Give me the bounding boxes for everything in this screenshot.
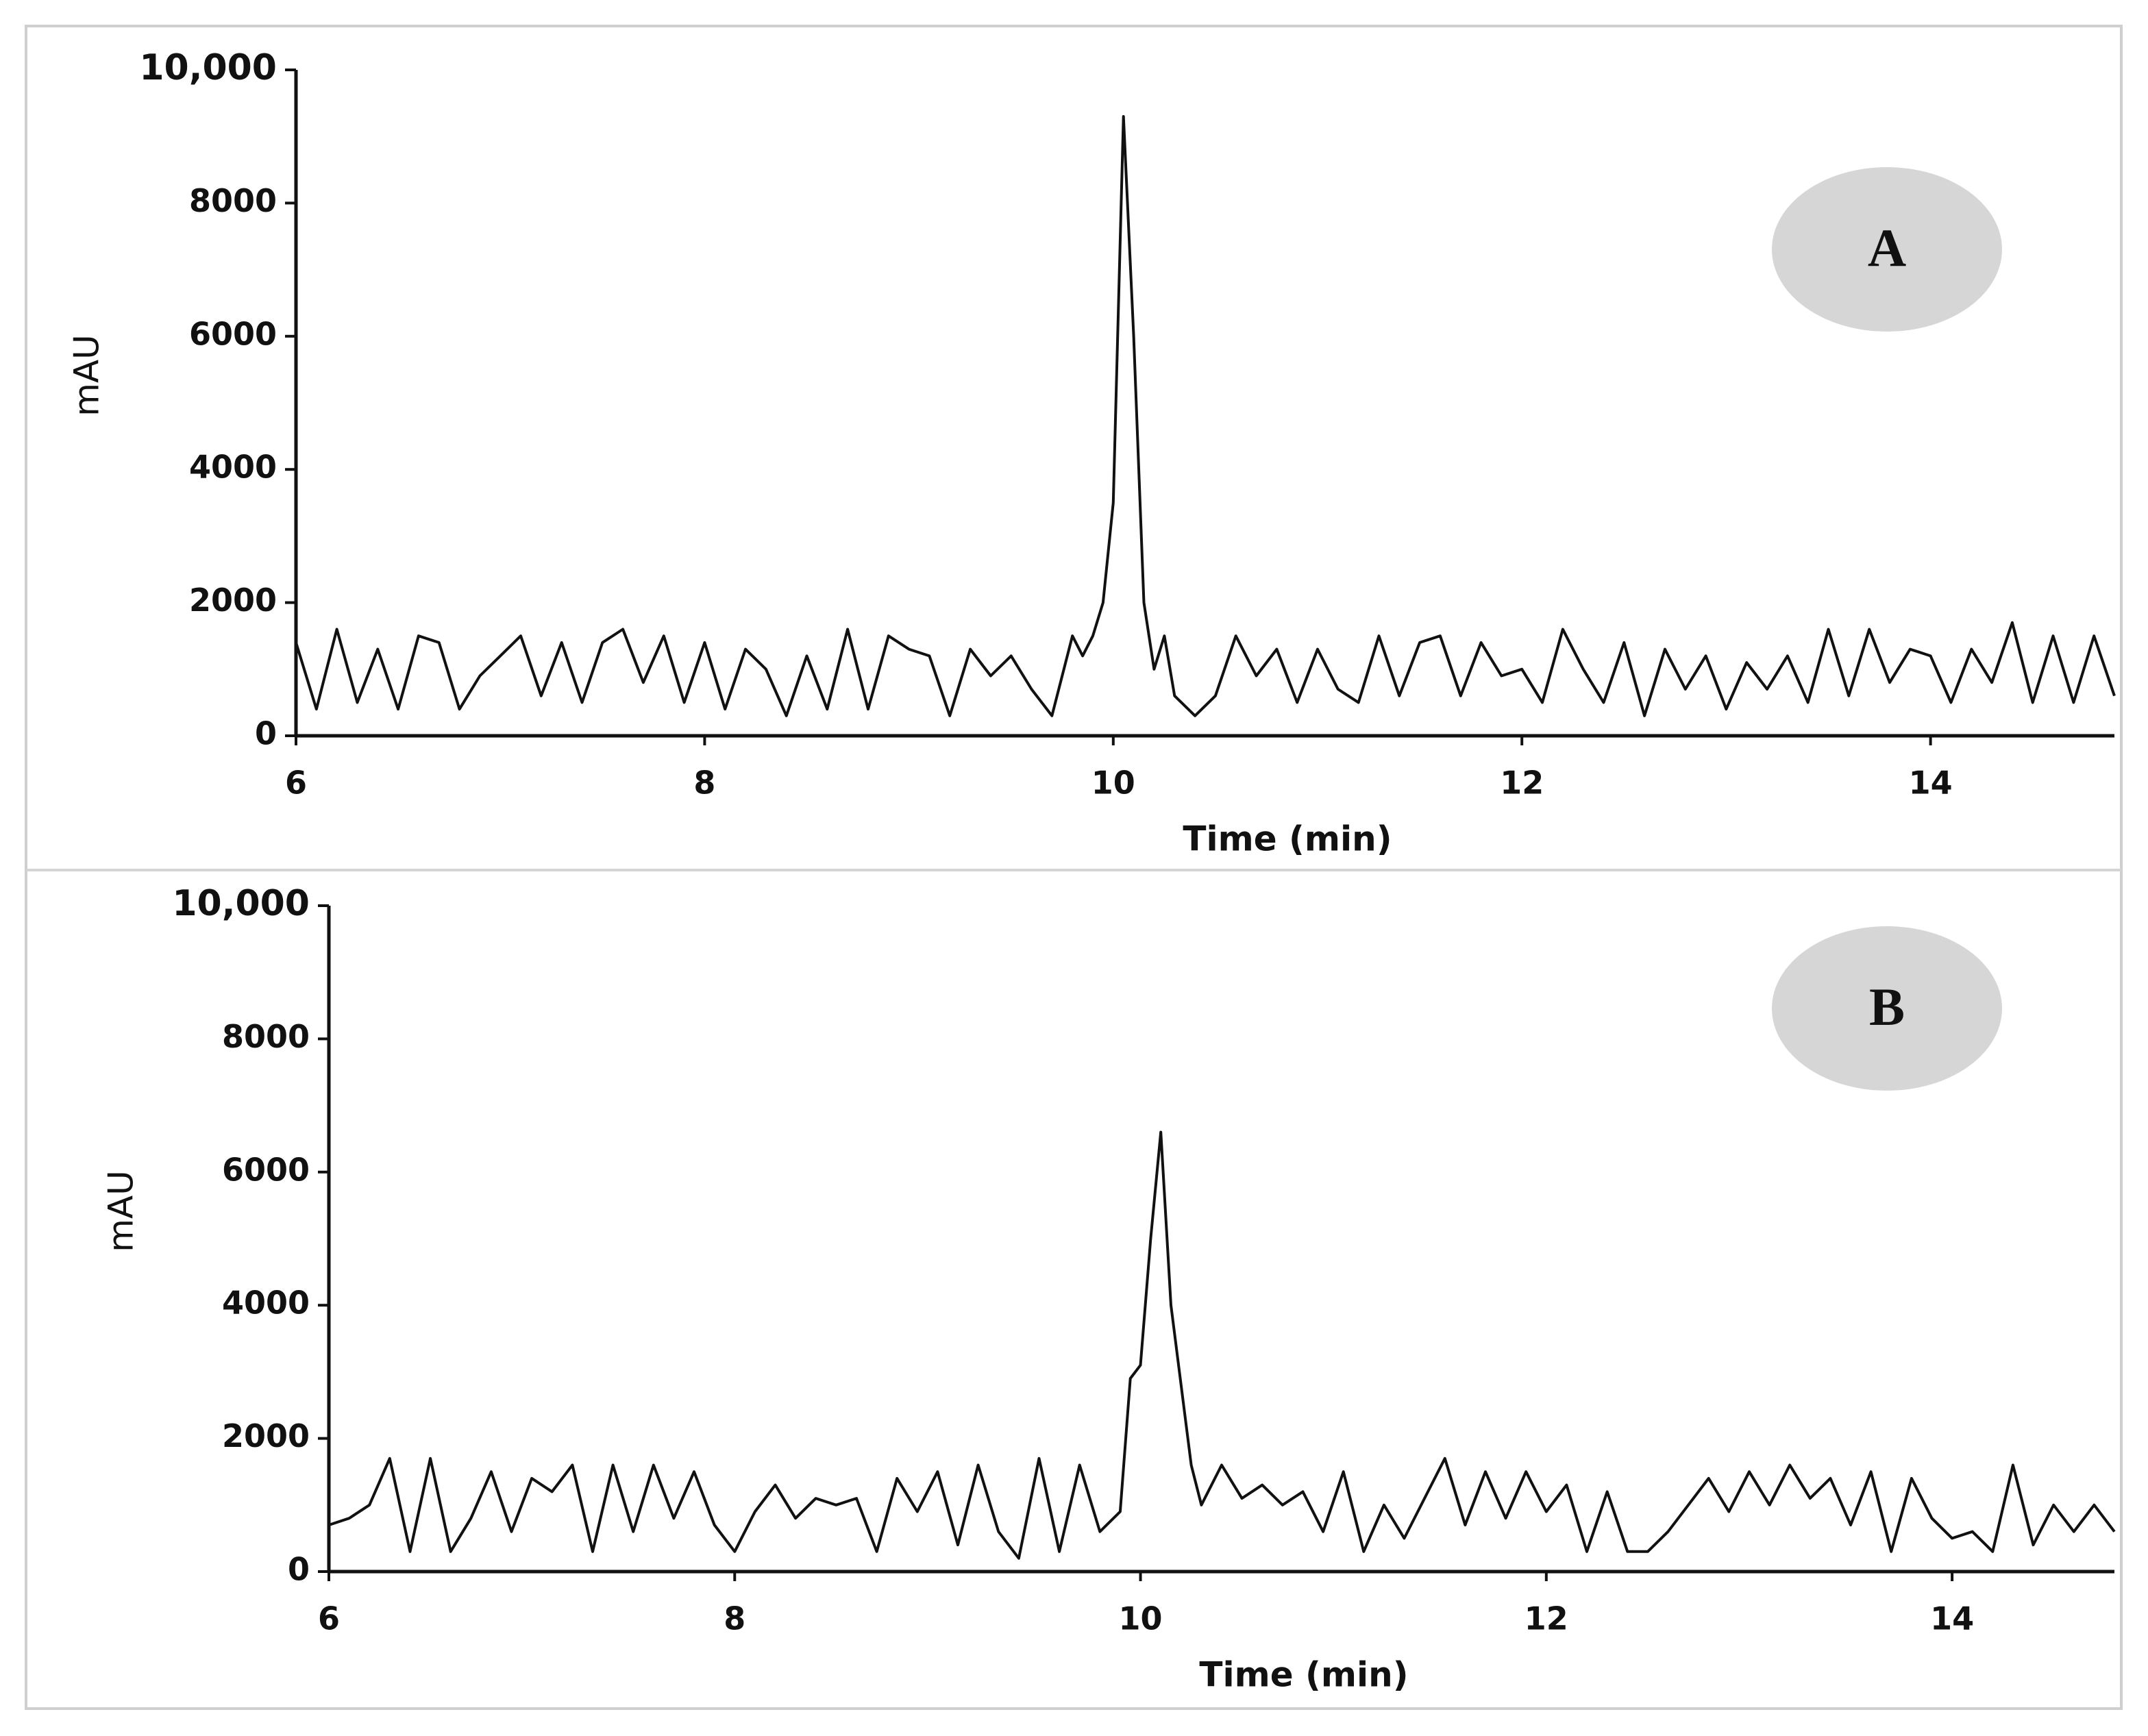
panel-badge bbox=[1772, 926, 2002, 1091]
x-tick-label: 6 bbox=[318, 1600, 340, 1637]
x-tick-label: 8 bbox=[724, 1600, 745, 1637]
y-tick-label: 10,000 bbox=[172, 883, 310, 924]
x-axis-title: Time (min) bbox=[1199, 1655, 1408, 1695]
signal-line bbox=[328, 1130, 2116, 1560]
y-tick-label: 6000 bbox=[189, 315, 277, 352]
y-tick-label: 2000 bbox=[222, 1417, 310, 1454]
y-axis-title: mAU bbox=[101, 1170, 141, 1252]
x-tick-label: 10 bbox=[1119, 1600, 1163, 1637]
y-tick-label: 2000 bbox=[189, 582, 277, 619]
x-tick-label: 14 bbox=[1909, 765, 1953, 802]
panel-letter: A bbox=[1868, 218, 1906, 277]
frame bbox=[25, 25, 2123, 1710]
x-axis-title: Time (min) bbox=[1183, 819, 1392, 859]
y-tick-label: 8000 bbox=[189, 182, 277, 219]
x-tick-label: 6 bbox=[285, 765, 307, 802]
y-axis-title: mAU bbox=[67, 334, 107, 417]
y-tick-label: 0 bbox=[255, 715, 277, 752]
panel-badge bbox=[1772, 167, 2002, 332]
x-tick-label: 10 bbox=[1091, 765, 1135, 802]
x-tick-label: 8 bbox=[693, 765, 715, 802]
y-tick-label: 6000 bbox=[222, 1151, 310, 1188]
x-tick-label: 12 bbox=[1500, 765, 1544, 802]
signal-line bbox=[295, 115, 2116, 717]
y-tick-label: 10,000 bbox=[139, 47, 277, 88]
x-tick-label: 12 bbox=[1524, 1600, 1568, 1637]
panel-letter: B bbox=[1869, 977, 1905, 1037]
y-tick-label: 0 bbox=[288, 1551, 310, 1588]
y-tick-label: 4000 bbox=[222, 1285, 310, 1322]
y-tick-label: 4000 bbox=[189, 449, 277, 486]
y-tick-label: 8000 bbox=[222, 1018, 310, 1055]
x-tick-label: 14 bbox=[1930, 1600, 1974, 1637]
